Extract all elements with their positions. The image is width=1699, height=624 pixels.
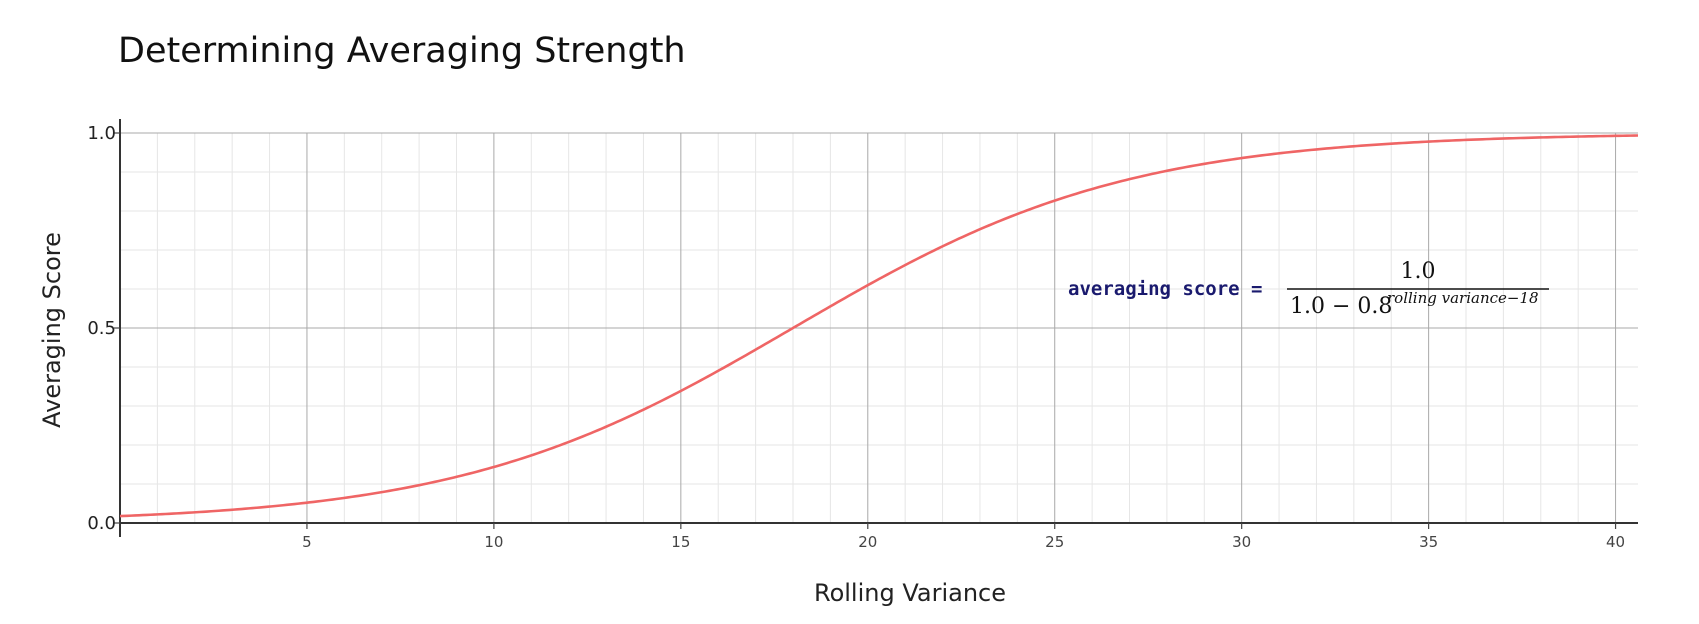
formula-code-label: averaging score = [1068, 278, 1262, 300]
x-tick-label: 15 [671, 533, 690, 551]
chart-title: Determining Averaging Strength [118, 31, 686, 71]
series-layer [120, 136, 1638, 517]
x-tick-label: 35 [1419, 533, 1438, 551]
y-tick-label: 1.0 [87, 123, 116, 144]
y-axis-ticks: 0.0 0.5 1.0 [87, 123, 120, 534]
y-tick-label: 0.0 [87, 513, 116, 534]
x-axis-ticks: 5 10 15 20 25 30 35 40 [302, 523, 1625, 551]
x-tick-label: 5 [302, 533, 312, 551]
series-line [120, 136, 1638, 517]
major-grid [120, 133, 1638, 523]
formula-denominator-exponent: rolling variance−18 [1387, 289, 1539, 307]
x-tick-label: 30 [1232, 533, 1251, 551]
x-tick-label: 25 [1045, 533, 1064, 551]
x-axis-label: Rolling Variance [814, 579, 1006, 607]
formula-annotation: averaging score = 1.0 1.0 − 0.8 rolling … [1068, 259, 1549, 319]
formula-denominator-base: 1.0 − 0.8 [1290, 294, 1392, 319]
y-tick-label: 0.5 [87, 318, 116, 339]
x-tick-label: 20 [858, 533, 877, 551]
x-tick-label: 10 [484, 533, 503, 551]
y-axis-label: Averaging Score [38, 232, 66, 428]
x-tick-label: 40 [1606, 533, 1625, 551]
formula-numerator: 1.0 [1401, 259, 1436, 284]
